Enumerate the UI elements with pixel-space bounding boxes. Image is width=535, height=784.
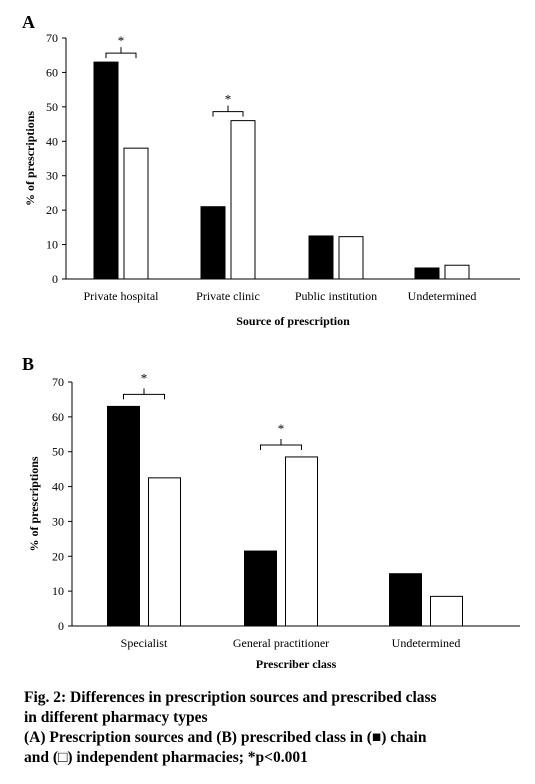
panel-a-y-tick-label: 50 (46, 100, 58, 114)
panel-b-y-tick-label: 30 (52, 514, 64, 528)
panel-a-category-label: Undetermined (408, 289, 477, 303)
panel-b-y-tick-label: 40 (52, 480, 64, 494)
panel-a-significance-star: * (118, 33, 125, 48)
panel-b-category-label: General practitioner (233, 636, 329, 650)
figure: A 0 10 20 30 40 50 60 70 Private hospital Private … (22, 12, 520, 671)
panel-b-bar-chain (107, 405, 140, 627)
panel-a-category-label: Public institution (295, 289, 377, 303)
panel-b-label: B (22, 354, 34, 374)
panel-a-y-tick-label: 30 (46, 169, 58, 183)
panel-a-bar-independent (230, 120, 256, 280)
panel-a-bar-independent (338, 236, 364, 280)
panel-a-y-axis-title: % of prescriptions (23, 111, 37, 206)
panel-a-bar-independent (444, 264, 470, 280)
panel-b-y-tick-label: 70 (52, 375, 64, 389)
caption-line-2: in different pharmacy types (24, 709, 208, 726)
panel-b-bar-chain (389, 573, 422, 627)
panel-b-y-tick-label: 10 (52, 584, 64, 598)
panel-b-bar-chain (244, 550, 277, 627)
panel-a-bar-independent (123, 147, 149, 280)
caption-line-4: and (□) independent pharmacies; *p<0.001 (24, 749, 308, 766)
panel-a-bar-chain (308, 235, 334, 280)
panel-b-significance-star: * (141, 370, 148, 385)
panel-b-bar-independent (148, 477, 181, 627)
panel-a-y-tick-label: 70 (46, 31, 58, 45)
panel-a-y-tick-label: 40 (46, 134, 58, 148)
panel-b-y-tick-label: 0 (58, 619, 64, 633)
panel-a-bar-chain (200, 206, 226, 280)
panel-a-x-axis-title: Source of prescription (236, 314, 350, 328)
panel-a-bar-chain (414, 267, 440, 280)
panel-b-bar-independent (430, 595, 463, 627)
panel-b-y-tick-label: 20 (52, 549, 64, 563)
panel-a-significance-bracket (105, 47, 137, 59)
panel-b-y-tick-label: 60 (52, 410, 64, 424)
panel-a-significance-bracket (212, 105, 244, 117)
panel-b-significance-star: * (278, 421, 285, 436)
panel-a-y-tick-label: 0 (52, 272, 58, 286)
panel-a-category-label: Private clinic (196, 289, 260, 303)
caption-line-1: Fig. 2: Differences in prescription sour… (24, 689, 437, 706)
panel-a-category-label: Private hospital (84, 289, 160, 303)
panel-b-significance-bracket (123, 388, 165, 400)
panel-b-x-axis-title: Prescriber class (256, 657, 337, 671)
panel-b-y-tick-label: 50 (52, 445, 64, 459)
figure-caption: Fig. 2: Differences in prescription sour… (24, 688, 529, 768)
panel-a-y-tick-label: 60 (46, 65, 58, 79)
panel-a-y-tick-label: 10 (46, 238, 58, 252)
panel-a-bar-chain (93, 61, 119, 280)
panel-a-y-tick-label: 20 (46, 203, 58, 217)
panel-b-y-axis-title: % of prescriptions (27, 456, 41, 551)
panel-b-category-label: Undetermined (392, 636, 461, 650)
panel-a-label: A (22, 12, 35, 32)
panel-b-significance-bracket (260, 438, 302, 450)
panel-b-bar-independent (285, 456, 318, 627)
caption-line-3: (A) Prescription sources and (B) prescri… (24, 729, 427, 746)
panel-a-significance-star: * (225, 92, 232, 107)
panel-b-category-label: Specialist (121, 636, 168, 650)
